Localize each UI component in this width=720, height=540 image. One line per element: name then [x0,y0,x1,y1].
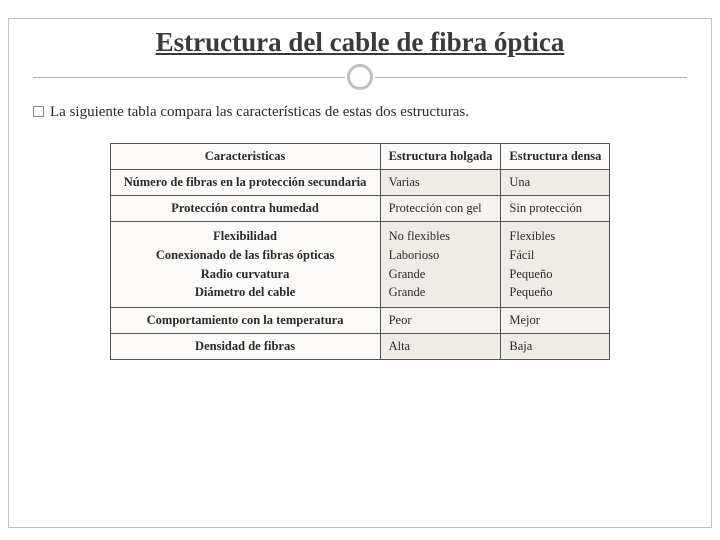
cell-densa: Sin protección [501,196,610,222]
table-body: Número de fibras en la protección secund… [110,170,610,360]
cell-densa: Una [501,170,610,196]
row-label: FlexibilidadConexionado de las fibras óp… [110,222,380,308]
row-label: Comportamiento con la temperatura [110,308,380,334]
col-header-characteristics: Caracteristicas [110,144,380,170]
bullet-checkbox-icon [33,106,44,117]
table-row: Densidad de fibras Alta Baja [110,334,610,360]
cell-holgada: Varias [380,170,501,196]
cell-densa: Mejor [501,308,610,334]
cell-holgada: Protección con gel [380,196,501,222]
cell-holgada: Alta [380,334,501,360]
comparison-table: Caracteristicas Estructura holgada Estru… [110,143,611,360]
cell-holgada: No flexiblesLaboriosoGrandeGrande [380,222,501,308]
cell-densa: Baja [501,334,610,360]
divider-circle-icon [347,64,373,90]
cell-densa: FlexiblesFácilPequeñoPequeño [501,222,610,308]
row-label: Número de fibras en la protección secund… [110,170,380,196]
table-row: FlexibilidadConexionado de las fibras óp… [110,222,610,308]
table-row: Protección contra humedad Protección con… [110,196,610,222]
table-header-row: Caracteristicas Estructura holgada Estru… [110,144,610,170]
table-row: Número de fibras en la protección secund… [110,170,610,196]
intro-text: La siguiente tabla compara las caracterí… [33,104,687,121]
divider-line-left [33,77,345,78]
row-label: Protección contra humedad [110,196,380,222]
col-header-densa: Estructura densa [501,144,610,170]
cell-holgada: Peor [380,308,501,334]
divider-line-right [375,77,687,78]
intro-label: La siguiente tabla compara las caracterí… [50,104,469,120]
table-row: Comportamiento con la temperatura Peor M… [110,308,610,334]
slide: Estructura del cable de fibra óptica La … [0,0,720,540]
col-header-holgada: Estructura holgada [380,144,501,170]
slide-frame: Estructura del cable de fibra óptica La … [8,18,712,528]
title-divider [33,64,687,90]
row-label: Densidad de fibras [110,334,380,360]
page-title: Estructura del cable de fibra óptica [33,27,687,58]
